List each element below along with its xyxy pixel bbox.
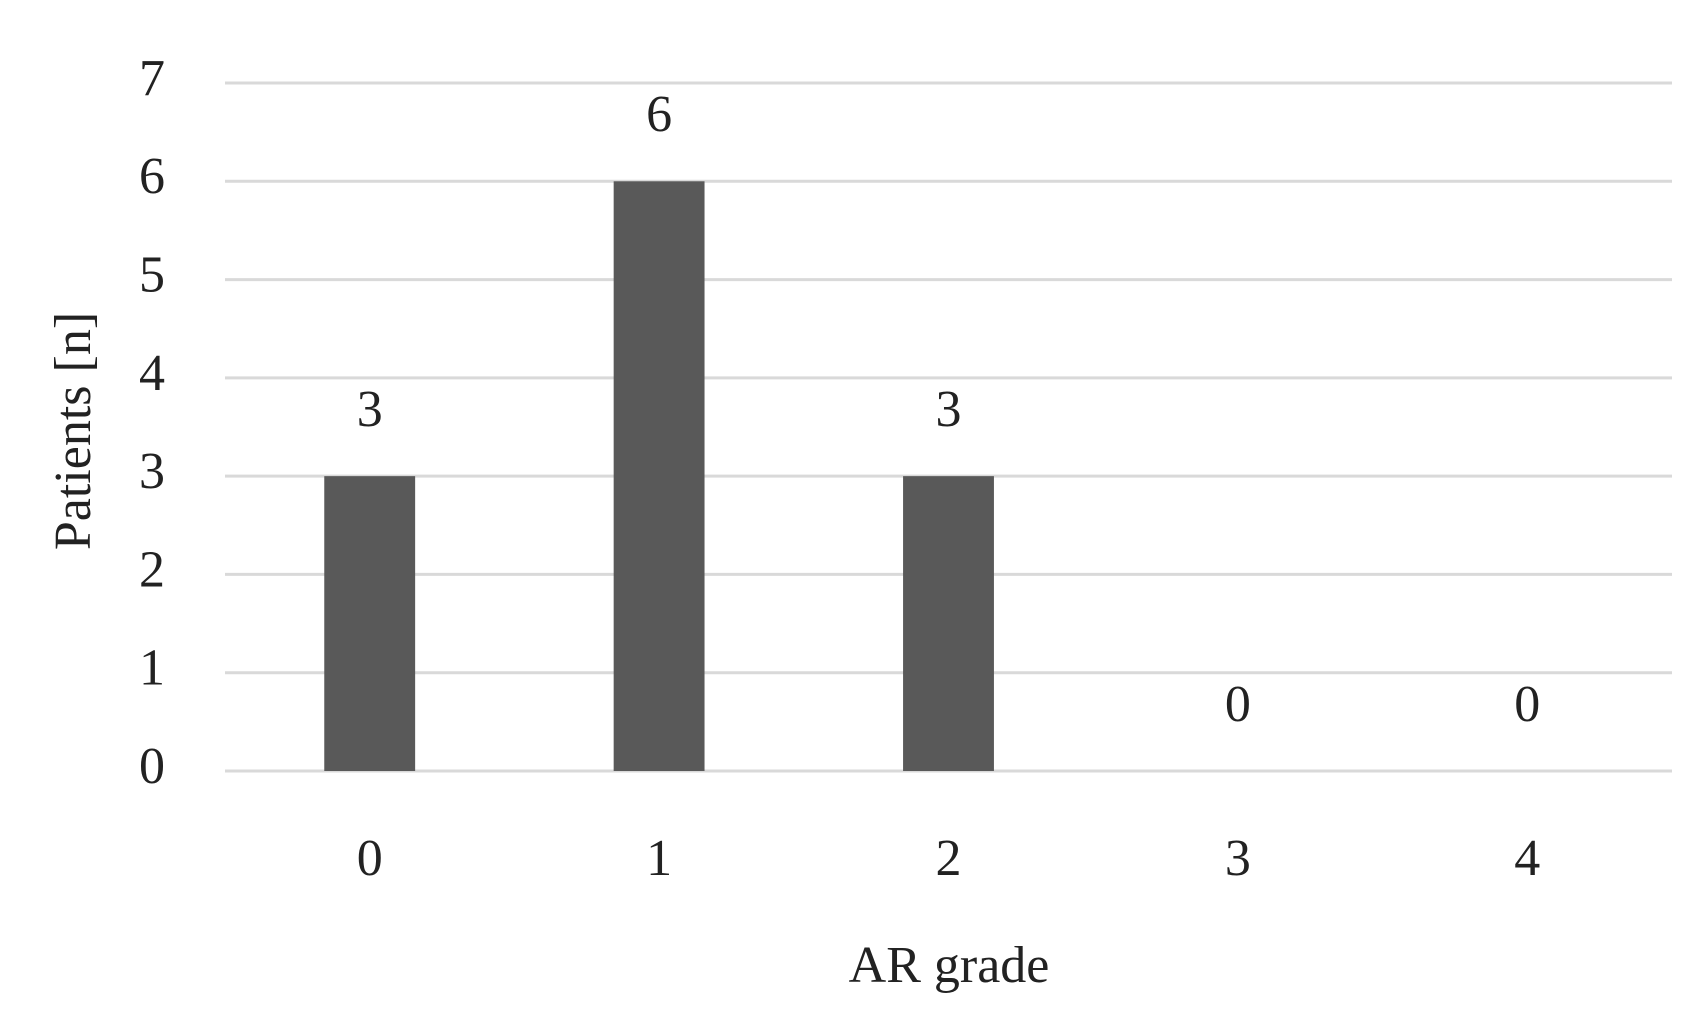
- y-tick-label: 0: [139, 738, 165, 795]
- data-label: 3: [936, 381, 962, 438]
- y-tick-label: 5: [139, 247, 165, 304]
- y-axis-label: Patients [n]: [45, 312, 102, 550]
- x-tick-label: 3: [1225, 830, 1251, 887]
- x-tick-label: 0: [357, 830, 383, 887]
- y-tick-label: 1: [139, 640, 165, 697]
- y-tick-label: 6: [139, 148, 165, 205]
- bar: [324, 476, 416, 771]
- bar: [613, 181, 705, 772]
- y-tick-label: 2: [139, 541, 165, 598]
- x-tick-label: 4: [1514, 830, 1540, 887]
- data-label: 0: [1225, 676, 1251, 733]
- x-tick-label: 1: [646, 830, 672, 887]
- y-tick-label: 4: [139, 345, 165, 402]
- x-axis-label: AR grade: [849, 937, 1050, 994]
- y-tick-label: 3: [139, 443, 165, 500]
- data-label: 6: [646, 86, 672, 143]
- data-label: 0: [1514, 676, 1540, 733]
- bar: [903, 476, 994, 771]
- x-tick-label: 2: [936, 830, 962, 887]
- data-label: 3: [357, 381, 383, 438]
- y-tick-label: 7: [139, 50, 165, 107]
